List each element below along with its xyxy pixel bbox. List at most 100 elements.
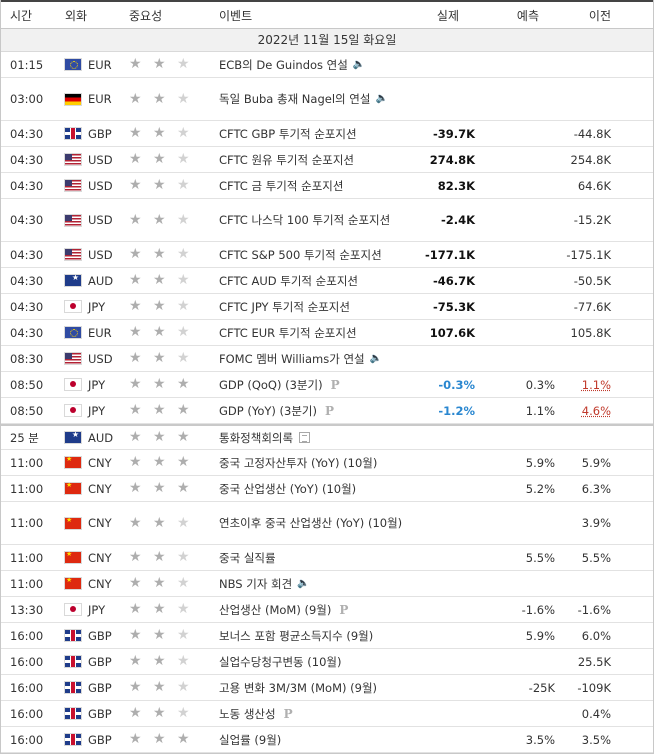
event-label[interactable]: CFTC AUD 투기적 순포지션 <box>219 273 358 288</box>
event-name[interactable]: CFTC 원유 투기적 순포지션 <box>215 151 407 169</box>
event-name[interactable]: GDP (QoQ) (3분기) P <box>215 376 407 394</box>
table-row[interactable]: 04:30 USD ★ ★ ★ CFTC 원유 투기적 순포지션 274.8K 254.8K <box>1 147 653 173</box>
previous-value: 1.1% <box>581 377 611 392</box>
table-row[interactable]: 16:00 GBP ★ ★ ★ 실업수당청구변동 (10월) 25.5K <box>1 649 653 675</box>
table-row[interactable]: 11:00 CNY ★ ★ ★ 중국 산업생산 (YoY) (10월) 5.2% 6.3% <box>1 476 653 502</box>
table-row[interactable]: 04:30 JPY ★ ★ ★ CFTC JPY 투기적 순포지션 -75.3K -77.6K <box>1 294 653 320</box>
event-label[interactable]: 실업수당청구변동 (10월) <box>219 654 342 669</box>
event-name[interactable]: CFTC AUD 투기적 순포지션 <box>215 272 407 290</box>
event-name[interactable]: CFTC GBP 투기적 순포지션 <box>215 125 407 143</box>
actual-value: -39.7K <box>432 126 475 141</box>
table-row[interactable]: 16:00 GBP ★ ★ ★ 실업률 (9월) 3.5% 3.5% <box>1 727 653 753</box>
event-name[interactable]: CFTC 나스닥 100 투기적 순포지션 <box>215 211 407 229</box>
event-label[interactable]: CFTC S&P 500 투기적 순포지션 <box>219 247 382 262</box>
table-row[interactable]: 25 분 AUD ★ ★ ★ 통화정책회의록 <box>1 424 653 450</box>
event-name[interactable]: NBS 기자 회견 🔈 <box>215 575 407 593</box>
table-row[interactable]: 11:00 CNY ★ ★ ★ 중국 실직률 5.5% 5.5% <box>1 545 653 571</box>
currency-cell: CNY <box>63 456 127 470</box>
table-row[interactable]: 11:00 CNY ★ ★ ★ 중국 고정자산투자 (YoY) (10월) 5.9% 5.9% <box>1 450 653 476</box>
table-row[interactable]: 03:00 EUR ★ ★ ★ 독일 Buba 총재 Nagel의 연설 🔈 <box>1 78 653 121</box>
event-name[interactable]: 실업률 (9월) <box>215 731 407 749</box>
event-name[interactable]: CFTC 금 투기적 순포지션 <box>215 177 407 195</box>
star-icon: ★ <box>153 480 166 496</box>
table-row[interactable]: 16:00 GBP ★ ★ ★ 고용 변화 3M/3M (MoM) (9월) -25K -10… <box>1 675 653 701</box>
previous-value: 4.6% <box>581 403 611 418</box>
event-name[interactable]: ECB의 De Guindos 연설 🔈 <box>215 56 407 74</box>
actual-value: -75.3K <box>432 299 475 314</box>
forecast-value: 0.3% <box>525 377 555 392</box>
table-row[interactable]: 04:30 GBP ★ ★ ★ CFTC GBP 투기적 순포지션 -39.7K -44.8K <box>1 121 653 147</box>
event-time: 04:30 <box>10 299 44 314</box>
event-label[interactable]: 중국 산업생산 (YoY) (10월) <box>219 481 357 496</box>
event-label[interactable]: GDP (YoY) (3분기) <box>219 403 317 418</box>
previous-value: -1.6% <box>577 602 611 617</box>
event-name[interactable]: CFTC JPY 투기적 순포지션 <box>215 298 407 316</box>
event-name[interactable]: CFTC EUR 투기적 순포지션 <box>215 324 407 342</box>
table-row[interactable]: 08:50 JPY ★ ★ ★ GDP (YoY) (3분기) P -1.2% 1.1% 4.6% <box>1 398 653 424</box>
table-row[interactable]: 04:30 USD ★ ★ ★ CFTC 금 투기적 순포지션 82.3K 64.6K <box>1 173 653 199</box>
event-label[interactable]: 중국 실직률 <box>219 550 276 565</box>
previous-value: 25.5K <box>577 654 611 669</box>
event-label[interactable]: CFTC 원유 투기적 순포지션 <box>219 152 355 167</box>
event-label[interactable]: 연초이후 중국 산업생산 (YoY) (10월) <box>219 516 403 530</box>
star-icon: ★ <box>129 211 142 228</box>
event-label[interactable]: 독일 Buba 총재 Nagel의 연설 <box>219 92 371 106</box>
star-icon: ★ <box>153 376 166 392</box>
event-label[interactable]: 통화정책회의록 <box>219 430 294 445</box>
table-row[interactable]: 16:00 GBP ★ ★ ★ 보너스 포함 평균소득지수 (9월) 5.9% 6.0% <box>1 623 653 649</box>
table-row[interactable]: 04:30 EUR ★ ★ ★ CFTC EUR 투기적 순포지션 107.6K 105.8K <box>1 320 653 346</box>
event-label[interactable]: CFTC EUR 투기적 순포지션 <box>219 325 357 340</box>
table-row[interactable]: 08:50 JPY ★ ★ ★ GDP (QoQ) (3분기) P -0.3% 0.3% 1.1% <box>1 372 653 398</box>
date-divider: 2022년 11월 15일 화요일 <box>1 29 653 52</box>
event-label[interactable]: NBS 기자 회견 <box>219 576 293 591</box>
event-label[interactable]: CFTC 나스닥 100 투기적 순포지션 <box>219 213 391 227</box>
table-row[interactable]: 04:30 USD ★ ★ ★ CFTC 나스닥 100 투기적 순포지션 -2.4K -15… <box>1 199 653 242</box>
table-row[interactable]: 04:30 AUD ★ ★ ★ CFTC AUD 투기적 순포지션 -46.7K -50.5K <box>1 268 653 294</box>
event-name[interactable]: GDP (YoY) (3분기) P <box>215 402 407 420</box>
event-label[interactable]: 보너스 포함 평균소득지수 (9월) <box>219 628 374 643</box>
event-name[interactable]: 산업생산 (MoM) (9월) P <box>215 601 407 619</box>
event-label[interactable]: 고용 변화 3M/3M (MoM) (9월) <box>219 680 378 695</box>
event-name[interactable]: 독일 Buba 총재 Nagel의 연설 🔈 <box>215 90 407 108</box>
star-icon: ★ <box>177 731 190 747</box>
event-label[interactable]: FOMC 멤버 Williams가 연설 <box>219 351 365 366</box>
star-icon: ★ <box>153 272 166 288</box>
event-label[interactable]: 노동 생산성 <box>219 706 276 721</box>
event-label[interactable]: 산업생산 (MoM) (9월) <box>219 602 332 617</box>
event-label[interactable]: 실업률 (9월) <box>219 732 282 747</box>
event-name[interactable]: 실업수당청구변동 (10월) <box>215 653 407 671</box>
event-name[interactable]: 연초이후 중국 산업생산 (YoY) (10월) <box>215 514 407 532</box>
event-name[interactable]: FOMC 멤버 Williams가 연설 🔈 <box>215 350 407 368</box>
event-name[interactable]: 노동 생산성 P <box>215 705 407 723</box>
event-name[interactable]: 중국 산업생산 (YoY) (10월) <box>215 480 407 498</box>
event-label[interactable]: CFTC JPY 투기적 순포지션 <box>219 299 350 314</box>
event-name[interactable]: 통화정책회의록 <box>215 429 407 447</box>
currency-code: CNY <box>88 550 112 565</box>
event-label[interactable]: ECB의 De Guindos 연설 <box>219 57 348 72</box>
event-name[interactable]: 고용 변화 3M/3M (MoM) (9월) <box>215 679 407 697</box>
event-name[interactable]: CFTC S&P 500 투기적 순포지션 <box>215 246 407 264</box>
event-label[interactable]: CFTC GBP 투기적 순포지션 <box>219 126 357 141</box>
event-label[interactable]: CFTC 금 투기적 순포지션 <box>219 178 344 193</box>
speaker-icon: 🔈 <box>375 93 388 104</box>
importance-stars: ★ ★ ★ <box>127 550 215 564</box>
table-row[interactable]: 08:30 USD ★ ★ ★ FOMC 멤버 Williams가 연설 🔈 <box>1 346 653 372</box>
table-row[interactable]: 13:30 JPY ★ ★ ★ 산업생산 (MoM) (9월) P -1.6% -1.6% <box>1 597 653 623</box>
currency-cell: CNY <box>63 516 127 530</box>
event-name[interactable]: 보너스 포함 평균소득지수 (9월) <box>215 627 407 645</box>
event-label[interactable]: 중국 고정자산투자 (YoY) (10월) <box>219 455 378 470</box>
table-row[interactable]: 04:30 USD ★ ★ ★ CFTC S&P 500 투기적 순포지션 -177.1K -… <box>1 242 653 268</box>
currency-code: CNY <box>88 516 112 530</box>
star-icon: ★ <box>153 56 166 72</box>
table-row[interactable]: 11:00 CNY ★ ★ ★ 연초이후 중국 산업생산 (YoY) (10월) 3.9% <box>1 502 653 545</box>
table-row[interactable]: 01:15 EUR ★ ★ ★ ECB의 De Guindos 연설 🔈 <box>1 52 653 78</box>
preliminary-icon: P <box>325 403 335 418</box>
table-row[interactable]: 11:00 CNY ★ ★ ★ NBS 기자 회견 🔈 <box>1 571 653 597</box>
currency-code: USD <box>88 152 113 167</box>
event-name[interactable]: 중국 실직률 <box>215 549 407 567</box>
gb-flag-icon <box>65 128 81 139</box>
event-time: 03:00 <box>10 92 44 106</box>
event-label[interactable]: GDP (QoQ) (3분기) <box>219 377 323 392</box>
event-name[interactable]: 중국 고정자산투자 (YoY) (10월) <box>215 454 407 472</box>
table-row[interactable]: 16:00 GBP ★ ★ ★ 노동 생산성 P 0.4% <box>1 701 653 727</box>
